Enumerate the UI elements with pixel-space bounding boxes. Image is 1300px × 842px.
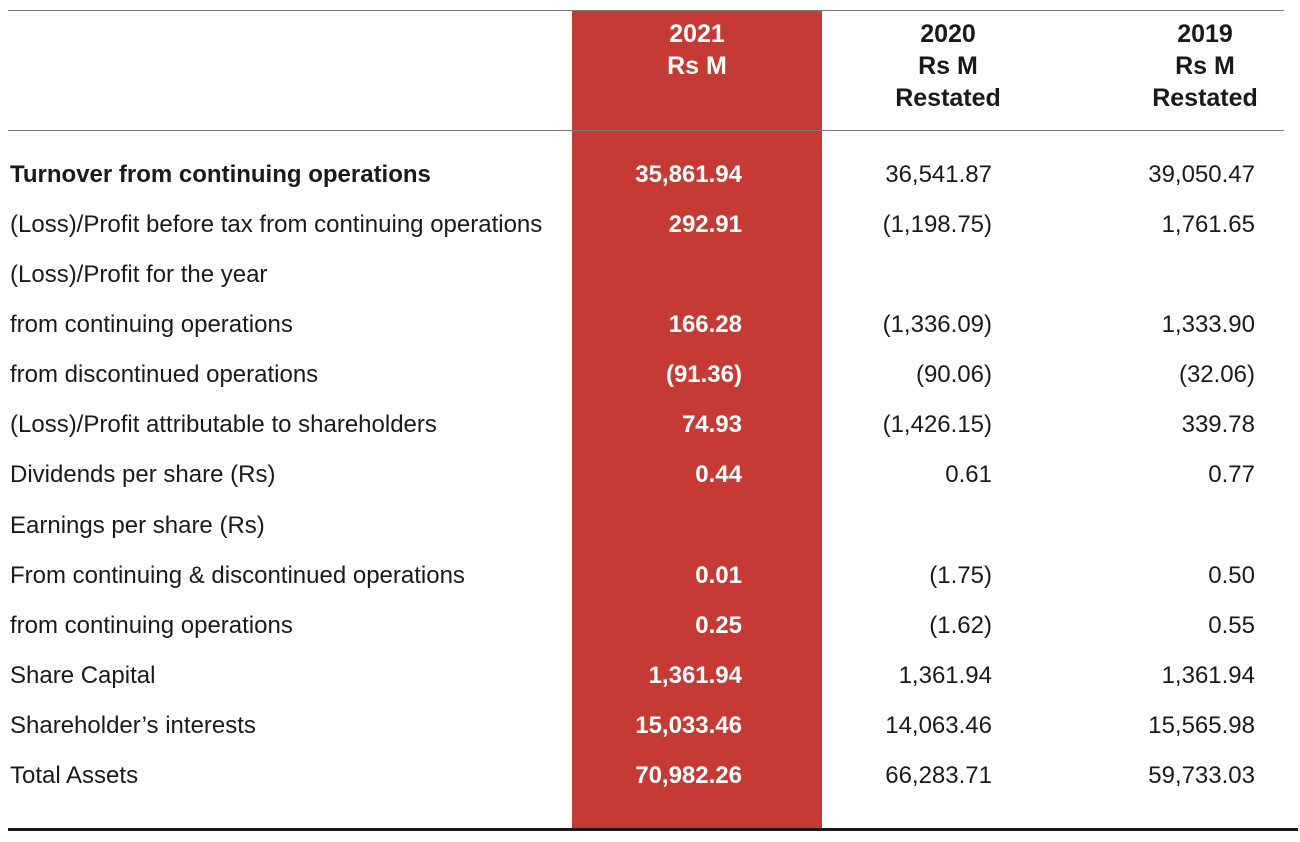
value-2019: 1,333.90 xyxy=(1161,311,1255,338)
header-rule xyxy=(8,130,1284,131)
value-2019: 1,761.65 xyxy=(1161,211,1255,238)
table-row: From continuing & discontinued operation… xyxy=(0,561,1300,611)
column-header-year: 2019 xyxy=(1177,20,1233,48)
column-header-unit: Rs M xyxy=(1175,52,1235,80)
table-row: from discontinued operations (91.36) (90… xyxy=(0,360,1300,410)
value-2020: 36,541.87 xyxy=(885,161,992,188)
value-2021: 0.44 xyxy=(695,461,742,488)
row-label: From continuing & discontinued operation… xyxy=(10,562,465,589)
row-label: (Loss)/Profit before tax from continuing… xyxy=(10,211,543,238)
value-2021: 74.93 xyxy=(681,411,742,438)
value-2021: 292.91 xyxy=(668,211,742,238)
row-label: Earnings per share (Rs) xyxy=(10,512,265,539)
value-2021: (91.36) xyxy=(665,361,742,388)
column-header-2021: 2021 Rs M xyxy=(572,18,822,82)
value-2020: 14,063.46 xyxy=(885,712,992,739)
row-label: from continuing operations xyxy=(10,311,293,338)
bottom-rule xyxy=(8,828,1298,831)
value-2020: (1,426.15) xyxy=(882,411,992,438)
value-2020: (1,336.09) xyxy=(882,311,992,338)
row-label: from continuing operations xyxy=(10,612,293,639)
value-2021: 15,033.46 xyxy=(635,712,742,739)
column-header-unit: Rs M xyxy=(918,52,978,80)
column-header-2019: 2019 Rs M Restated xyxy=(1120,18,1290,114)
table-row: Share Capital 1,361.94 1,361.94 1,361.94 xyxy=(0,661,1300,711)
table-row: Shareholder’s interests 15,033.46 14,063… xyxy=(0,711,1300,761)
value-2019: 339.78 xyxy=(1181,411,1255,438)
value-2019: 15,565.98 xyxy=(1148,712,1255,739)
row-label: Total Assets xyxy=(10,762,139,789)
value-2021: 35,861.94 xyxy=(635,161,742,188)
table-row: Turnover from continuing operations 35,8… xyxy=(0,160,1300,210)
value-2020: 66,283.71 xyxy=(885,762,992,789)
column-header-2020: 2020 Rs M Restated xyxy=(860,18,1036,114)
row-label: Turnover from continuing operations xyxy=(10,161,431,188)
value-2020: (1.75) xyxy=(929,562,992,589)
value-2019: 59,733.03 xyxy=(1148,762,1255,789)
column-header-note: Restated xyxy=(895,84,1001,112)
value-2019: 0.55 xyxy=(1208,612,1255,639)
highlight-column-2021 xyxy=(572,10,822,830)
value-2021: 0.01 xyxy=(695,562,742,589)
column-header-note: Restated xyxy=(1152,84,1258,112)
value-2021: 0.25 xyxy=(695,612,742,639)
value-2020: (90.06) xyxy=(915,361,992,388)
row-label: (Loss)/Profit attributable to shareholde… xyxy=(10,411,437,438)
table-row: (Loss)/Profit before tax from continuing… xyxy=(0,210,1300,260)
value-2021: 166.28 xyxy=(668,311,742,338)
value-2019: 39,050.47 xyxy=(1148,161,1255,188)
value-2020: 0.61 xyxy=(945,461,992,488)
value-2020: (1.62) xyxy=(929,612,992,639)
value-2019: 1,361.94 xyxy=(1161,662,1255,689)
column-header-unit: Rs M xyxy=(667,52,727,80)
row-label: from discontinued operations xyxy=(10,361,319,388)
value-2020: 1,361.94 xyxy=(898,662,992,689)
column-header-year: 2021 xyxy=(669,20,725,48)
value-2019: 0.50 xyxy=(1208,562,1255,589)
row-label: (Loss)/Profit for the year xyxy=(10,261,268,288)
row-label: Share Capital xyxy=(10,662,156,689)
column-header-year: 2020 xyxy=(920,20,976,48)
table-row: from continuing operations 0.25 (1.62) 0… xyxy=(0,611,1300,661)
value-2021: 70,982.26 xyxy=(635,762,742,789)
table-row: Total Assets 70,982.26 66,283.71 59,733.… xyxy=(0,761,1300,811)
table-row: Earnings per share (Rs) xyxy=(0,511,1300,561)
row-label: Dividends per share (Rs) xyxy=(10,461,276,488)
value-2021: 1,361.94 xyxy=(648,662,742,689)
table-row: from continuing operations 166.28 (1,336… xyxy=(0,310,1300,360)
top-rule xyxy=(8,10,1284,11)
table-row: (Loss)/Profit attributable to shareholde… xyxy=(0,410,1300,460)
table-row: (Loss)/Profit for the year xyxy=(0,260,1300,310)
table-row: Dividends per share (Rs) 0.44 0.61 0.77 xyxy=(0,460,1300,510)
row-label: Shareholder’s interests xyxy=(10,712,256,739)
value-2020: (1,198.75) xyxy=(882,211,992,238)
value-2019: 0.77 xyxy=(1208,461,1255,488)
value-2019: (32.06) xyxy=(1178,361,1255,388)
